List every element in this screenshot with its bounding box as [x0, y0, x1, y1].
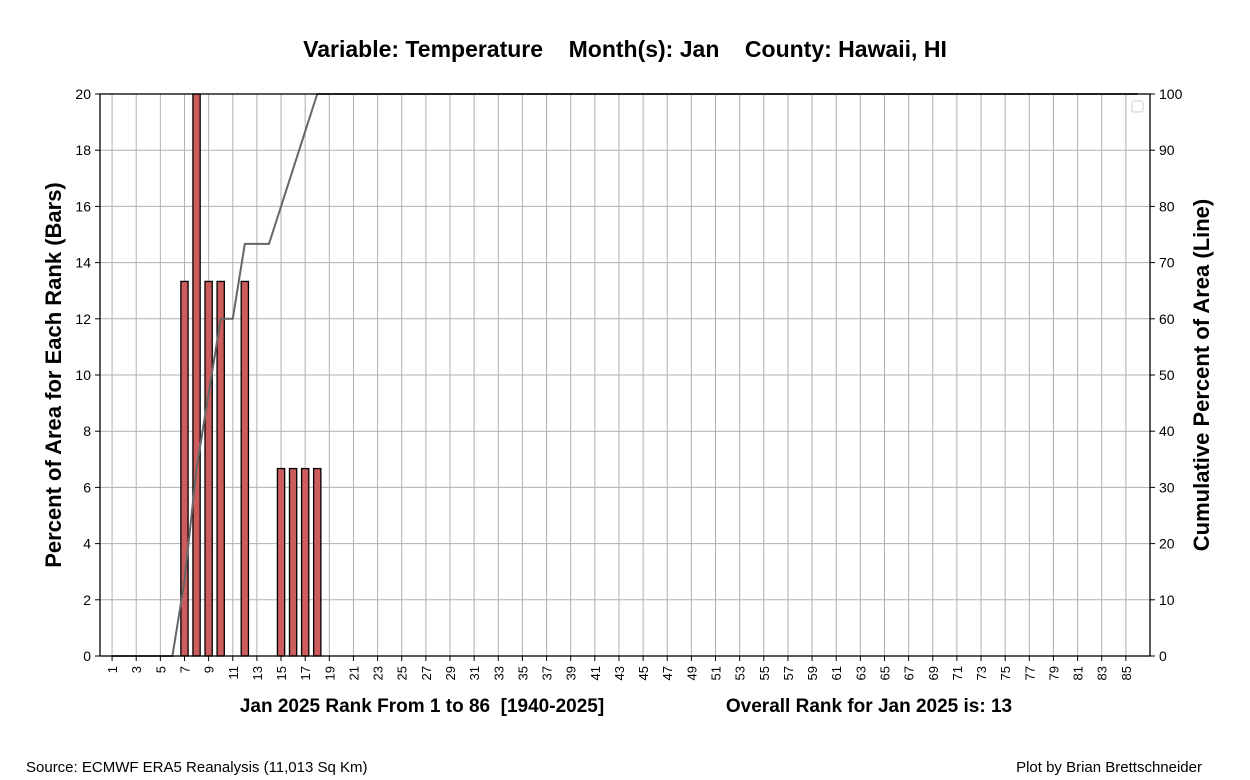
y2-tick-label: 100	[1159, 86, 1183, 102]
bar-rank-9	[204, 280, 213, 657]
x-axis-label: Jan 2025 Rank From 1 to 86 [1940-2025]	[240, 696, 604, 717]
y-tick-label: 4	[83, 536, 91, 552]
x-tick-label: 47	[660, 666, 675, 680]
x-tick-label: 13	[250, 666, 265, 680]
x-tick-label: 71	[950, 666, 965, 680]
x-tick-label: 17	[298, 666, 313, 680]
x-tick-label: 1	[105, 666, 120, 673]
x-tick-label: 9	[202, 666, 217, 673]
overall-rank-label: Overall Rank for Jan 2025 is: 13	[726, 696, 1012, 717]
x-tick-label: 75	[998, 666, 1013, 680]
chart-title: Variable: Temperature Month(s): Jan Coun…	[303, 36, 947, 62]
source-text: Source: ECMWF ERA5 Reanalysis (11,013 Sq…	[26, 759, 368, 776]
y-tick-label: 14	[75, 255, 91, 271]
x-tick-label: 7	[177, 666, 192, 673]
x-tick-label: 69	[926, 666, 941, 680]
x-tick-label: 85	[1119, 666, 1134, 680]
y-axis-label: Percent of Area for Each Rank (Bars)	[41, 182, 66, 568]
x-tick-label: 29	[443, 666, 458, 680]
bar-rank-15	[276, 467, 286, 657]
y2-tick-label: 10	[1159, 592, 1175, 608]
y2-tick-label: 60	[1159, 311, 1175, 327]
y-tick-label: 16	[75, 198, 91, 214]
y2-tick-label: 20	[1159, 536, 1175, 552]
x-tick-label: 61	[829, 666, 844, 680]
x-tick-label: 15	[274, 666, 289, 680]
x-tick-label: 67	[902, 666, 917, 680]
y2-tick-label: 0	[1159, 648, 1167, 664]
x-tick-label: 45	[636, 666, 651, 680]
y-tick-label: 0	[83, 648, 91, 664]
y-tick-label: 8	[83, 423, 91, 439]
x-tick-label: 51	[709, 666, 724, 680]
x-tick-label: 25	[395, 666, 410, 680]
y2-tick-label: 50	[1159, 367, 1175, 383]
x-tick-label: 83	[1095, 666, 1110, 680]
bar-rank-17	[300, 467, 310, 657]
y2-tick-label: 40	[1159, 423, 1175, 439]
x-tick-label: 27	[419, 666, 434, 680]
x-tick-label: 59	[805, 666, 820, 680]
x-tick-label: 31	[467, 666, 482, 680]
x-tick-label: 73	[974, 666, 989, 680]
y2-tick-label: 90	[1159, 142, 1175, 158]
bar-rank-12	[240, 280, 250, 657]
y2-tick-label: 70	[1159, 255, 1175, 271]
x-tick-label: 79	[1046, 666, 1061, 680]
x-tick-label: 39	[564, 666, 579, 680]
x-tick-label: 21	[346, 666, 361, 680]
y2-tick-label: 80	[1159, 198, 1175, 214]
x-tick-label: 41	[588, 666, 603, 680]
x-tick-label: 37	[540, 666, 555, 680]
x-tick-label: 33	[491, 666, 506, 680]
y2-axis-label: Cumulative Percent of Area (Line)	[1189, 199, 1214, 551]
x-tick-label: 81	[1071, 666, 1086, 680]
x-tick-label: 53	[733, 666, 748, 680]
x-tick-label: 19	[322, 666, 337, 680]
x-tick-label: 77	[1022, 666, 1037, 680]
y-tick-label: 12	[75, 311, 91, 327]
bar-rank-8	[192, 93, 201, 657]
x-tick-label: 43	[612, 666, 627, 680]
y-tick-label: 2	[83, 592, 91, 608]
x-tick-label: 63	[853, 666, 868, 680]
y-tick-label: 18	[75, 142, 91, 158]
x-tick-label: 3	[129, 666, 144, 673]
x-tick-label: 55	[757, 666, 772, 680]
y-tick-label: 10	[75, 367, 91, 383]
x-tick-label: 11	[226, 666, 241, 680]
bar-rank-18	[312, 467, 322, 657]
x-tick-label: 57	[781, 666, 796, 680]
y2-tick-label: 30	[1159, 479, 1175, 495]
legend-box	[1131, 100, 1144, 113]
x-tick-label: 35	[515, 666, 530, 680]
x-tick-label: 5	[153, 666, 168, 673]
credit-text: Plot by Brian Brettschneider	[1016, 759, 1202, 776]
x-tick-label: 23	[371, 666, 386, 680]
x-tick-label: 49	[684, 666, 699, 680]
y-tick-label: 20	[75, 86, 91, 102]
y-tick-label: 6	[83, 479, 91, 495]
bar-rank-16	[288, 467, 298, 657]
cumulative-line	[112, 93, 1138, 657]
x-tick-label: 65	[877, 666, 892, 680]
